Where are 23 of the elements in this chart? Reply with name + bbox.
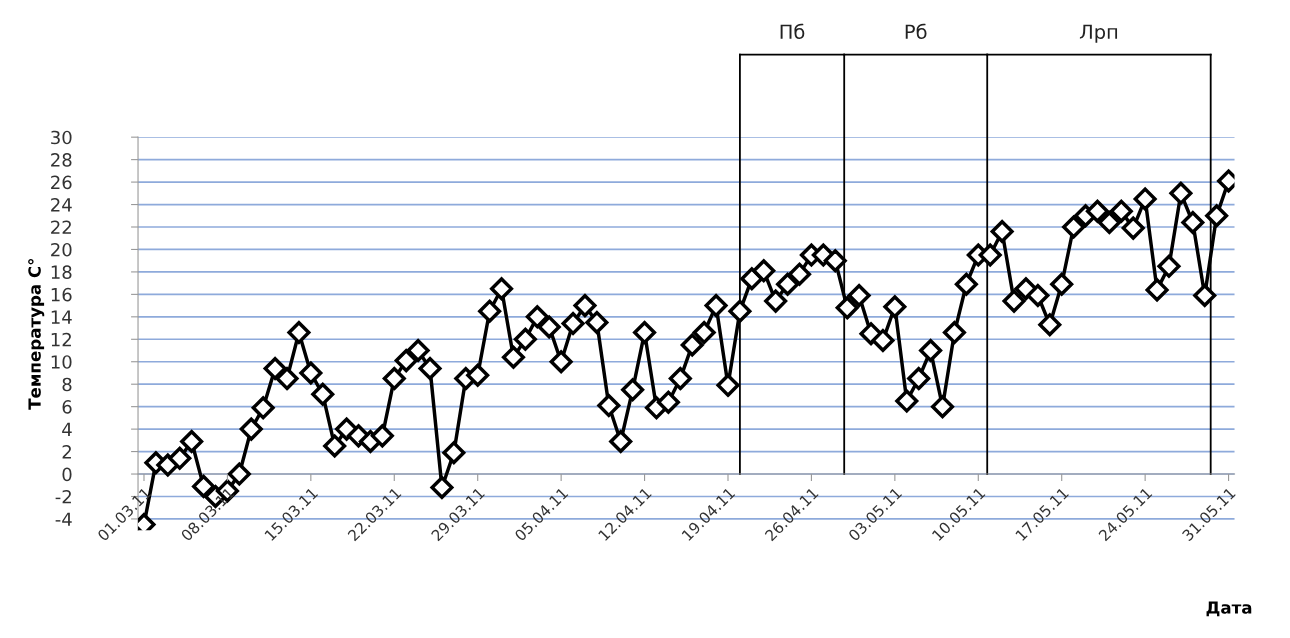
y-tick-label: 18 <box>51 265 72 280</box>
y-tick-label: 8 <box>62 377 72 392</box>
y-tick-label: 0 <box>62 467 72 482</box>
y-tick-label: 4 <box>62 422 72 436</box>
y-tick-label: 22 <box>51 220 71 234</box>
y-tick-label: 28 <box>51 153 72 167</box>
y-tick-label: -2 <box>55 489 71 504</box>
y-tick-label: 14 <box>51 310 72 324</box>
y-axis-title: Температура С° <box>28 258 45 410</box>
y-tick-label: 30 <box>51 130 72 145</box>
y-tick-label: 2 <box>62 445 71 459</box>
x-axis-title: Дата <box>1206 601 1252 617</box>
y-tick-label: 24 <box>51 198 72 212</box>
text: Лрп <box>1079 24 1118 43</box>
y-tick-label: 10 <box>51 355 72 369</box>
y-tick-label: 6 <box>62 400 72 414</box>
y-tick-label: 12 <box>51 332 71 347</box>
text: Рб <box>905 23 927 40</box>
y-tick-label: 16 <box>51 287 72 302</box>
y-tick-label: -4 <box>55 512 72 526</box>
y-tick-label: 20 <box>51 242 72 257</box>
y-tick-label: 26 <box>51 175 72 190</box>
text: Пб <box>780 23 805 40</box>
